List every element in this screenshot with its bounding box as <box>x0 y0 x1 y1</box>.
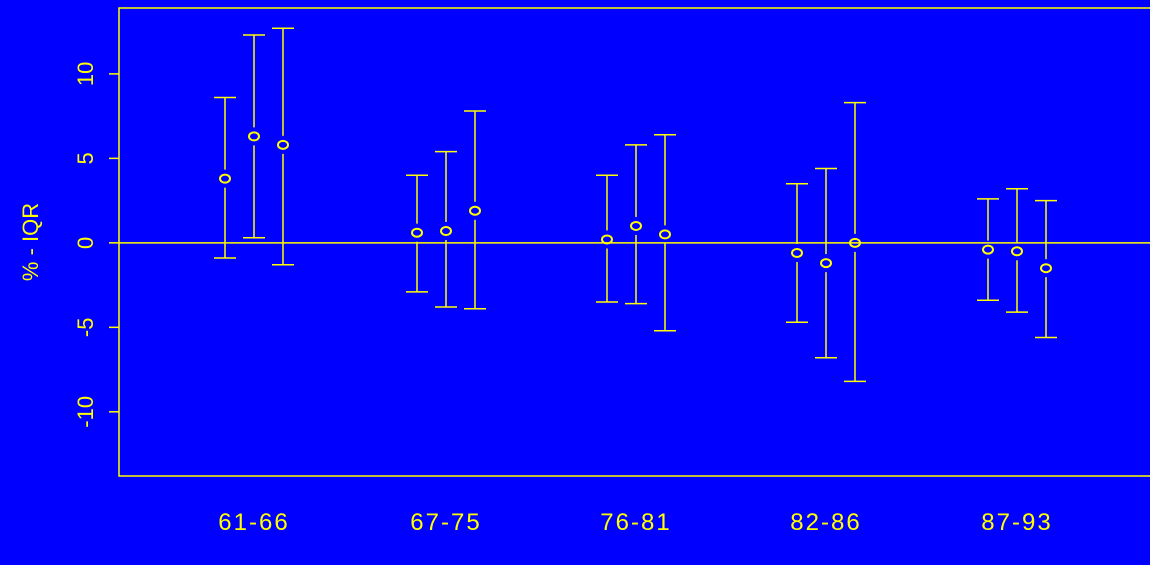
point-estimate <box>659 229 671 240</box>
point-estimate <box>982 244 994 255</box>
y-tick-label: -10 <box>73 396 98 428</box>
error-bar <box>464 110 486 310</box>
error-bar <box>977 198 999 302</box>
point-estimate <box>1040 263 1052 274</box>
point-estimate <box>219 173 231 184</box>
error-bar <box>844 101 866 383</box>
y-tick-label: 0 <box>73 237 98 249</box>
point-estimate <box>469 205 481 216</box>
y-tick-label: 10 <box>73 62 98 86</box>
error-bar <box>625 144 647 305</box>
error-bar <box>1035 199 1057 339</box>
point-estimate <box>411 227 423 238</box>
error-bar <box>406 174 428 293</box>
error-bar <box>214 96 236 259</box>
x-tick-label: 82-86 <box>790 509 861 536</box>
error-bar <box>435 150 457 308</box>
error-bar <box>243 34 265 239</box>
error-bar <box>654 133 676 332</box>
point-estimate <box>248 131 260 142</box>
point-estimate <box>601 234 613 245</box>
x-axis-labels: 61-66 67-75 76-81 82-86 87-93 <box>218 509 1052 536</box>
error-bar <box>272 27 294 266</box>
y-tick-label: -5 <box>73 318 98 338</box>
plot-frame <box>118 7 1150 477</box>
x-tick-label: 87-93 <box>981 509 1052 536</box>
point-estimate <box>791 247 803 258</box>
x-tick-label: 67-75 <box>410 509 481 536</box>
error-bar <box>596 174 618 303</box>
y-axis: -10 -5 0 5 10 <box>73 62 119 428</box>
point-estimate <box>440 226 452 237</box>
error-bars <box>214 27 1057 383</box>
x-tick-label: 61-66 <box>218 509 289 536</box>
point-estimate <box>849 237 861 248</box>
y-tick-label: 5 <box>73 152 98 164</box>
point-estimate <box>1011 246 1023 257</box>
point-estimate <box>820 258 832 269</box>
x-tick-label: 76-81 <box>600 509 671 536</box>
point-estimate <box>277 139 289 150</box>
error-bar <box>1006 188 1028 313</box>
error-bar <box>815 167 837 359</box>
point-estimate <box>630 220 642 231</box>
error-bar <box>786 182 808 324</box>
y-axis-label: % - IQR <box>18 203 43 281</box>
